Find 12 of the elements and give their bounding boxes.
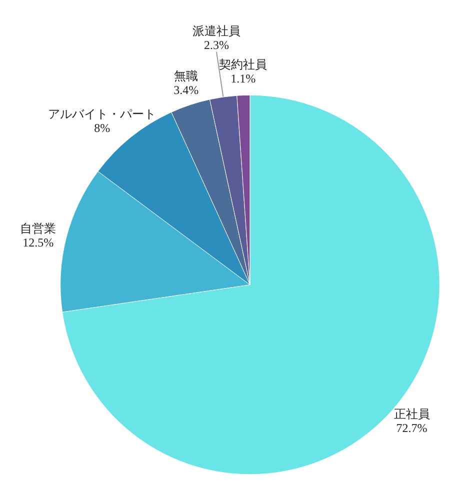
data-label: 3.4% bbox=[174, 82, 199, 97]
data-label: 2.3% bbox=[204, 38, 229, 52]
data-label: 12.5% bbox=[22, 235, 54, 250]
slice-label: 無職 bbox=[174, 68, 198, 83]
slice-label: 正社員 bbox=[394, 406, 430, 421]
data-label: 1.1% bbox=[230, 71, 256, 86]
data-label: 72.7% bbox=[396, 420, 428, 435]
slice-label: 自営業 bbox=[20, 221, 56, 236]
data-label: 8% bbox=[94, 121, 110, 136]
slice-label: 派遣社員 bbox=[192, 24, 240, 38]
slice-label: 契約社員 bbox=[219, 57, 268, 72]
slice-label: アルバイト・パート bbox=[48, 107, 156, 122]
